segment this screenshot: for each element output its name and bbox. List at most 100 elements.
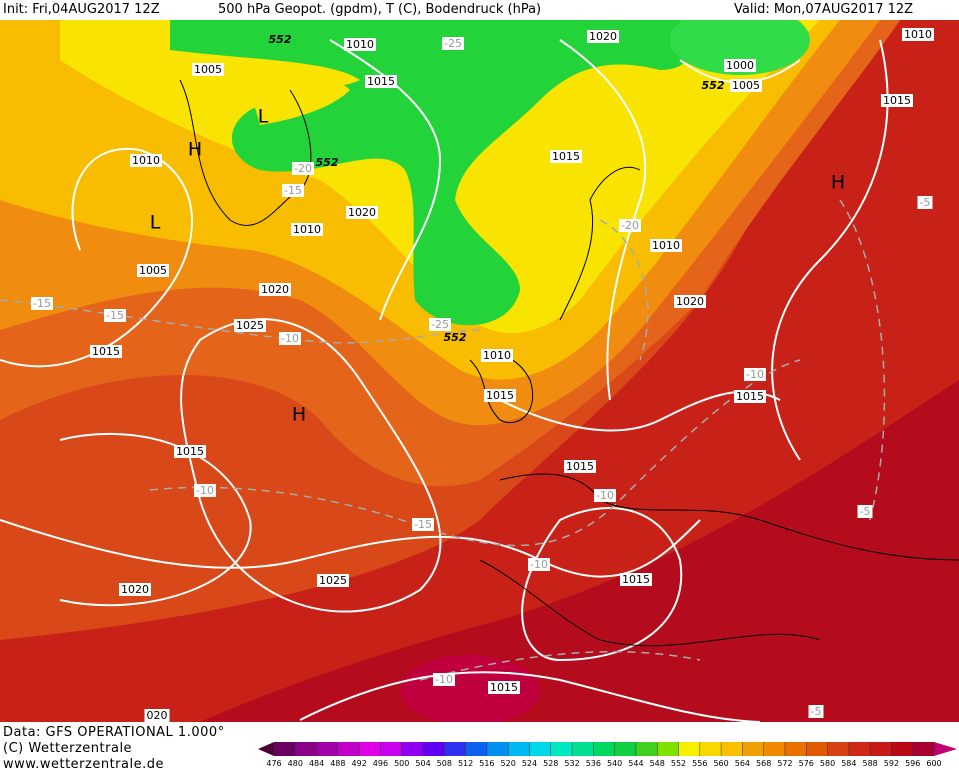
scale-label: 548: [650, 759, 665, 768]
scale-label: 592: [884, 759, 899, 768]
isobar-label: 1010: [652, 239, 680, 252]
temperature-label-box: [857, 505, 873, 518]
isobar-label: 1025: [236, 319, 264, 332]
isobar-label: 1015: [552, 150, 580, 163]
isobar-label: 1010: [346, 38, 374, 51]
scale-box: [678, 742, 701, 756]
isobar-label: 1015: [490, 681, 518, 694]
scale-label: 572: [777, 759, 792, 768]
scale-label: 492: [352, 759, 367, 768]
temperature-label-box: [282, 184, 304, 197]
isobar-label: 1020: [121, 583, 149, 596]
scale-end-low: [258, 742, 274, 756]
scale-box: [401, 742, 424, 756]
scale-label: 596: [905, 759, 920, 768]
temperature-label: -15: [284, 184, 302, 197]
isobar-label-box: [119, 583, 151, 596]
scale-end-high: [934, 742, 957, 756]
isobar-label-box: [234, 319, 266, 332]
scale-label: 564: [735, 759, 750, 768]
scale-box: [593, 742, 616, 756]
scale-label: 576: [799, 759, 814, 768]
isobar-label: 1010: [132, 154, 160, 167]
isobar-label: 1015: [176, 445, 204, 458]
isobar-label-box: [344, 38, 376, 51]
temperature-label-box: [808, 705, 824, 718]
temperature-label: -25: [444, 37, 462, 50]
scale-box: [891, 742, 914, 756]
scale-box: [912, 742, 935, 756]
temperature-label-box: [292, 162, 314, 175]
scale-label: 508: [437, 759, 452, 768]
scale-label: 600: [926, 759, 941, 768]
scale-box: [635, 742, 658, 756]
scale-label: 552: [671, 759, 686, 768]
isobar-label-box: [365, 75, 397, 88]
scale-box: [359, 742, 381, 756]
isobar-label-box: [259, 283, 291, 296]
temperature-label-box: [442, 37, 464, 50]
temperature-label: -10: [596, 489, 614, 502]
scale-label: 544: [628, 759, 643, 768]
pressure-center: H: [188, 139, 202, 161]
isobar-label: 1015: [883, 94, 911, 107]
copyright: (C) Wetterzentrale: [3, 741, 132, 756]
scale-label: 524: [522, 759, 537, 768]
temperature-label-box: [917, 196, 933, 209]
valid-time: Valid: Mon,07AUG2017 12Z: [734, 2, 913, 17]
temperature-label-box: [594, 489, 616, 502]
scale-box: [316, 742, 339, 756]
scale-box: [827, 742, 850, 756]
pressure-center: H: [292, 404, 306, 426]
scale-box: [274, 742, 296, 756]
isobar-label-box: [564, 460, 596, 473]
temperature-label-box: [279, 332, 301, 345]
scale-label: 488: [330, 759, 345, 768]
temperature-label: -5: [920, 196, 931, 209]
temperature-label-box: [433, 673, 455, 686]
scale-box: [721, 742, 743, 756]
scale-label: 580: [820, 759, 835, 768]
temperature-label: -10: [281, 332, 299, 345]
isobar-label: 1025: [319, 574, 347, 587]
scale-label: 536: [586, 759, 601, 768]
scale-box: [742, 742, 765, 756]
pressure-center: L: [258, 106, 269, 128]
scale-label: 520: [501, 759, 516, 768]
scale-box: [337, 742, 360, 756]
contour-552-label: 552: [444, 331, 467, 344]
scale-box: [614, 742, 637, 756]
scale-label: 528: [543, 759, 558, 768]
scale-box: [848, 742, 871, 756]
isobar-label-box: [674, 295, 706, 308]
scale-box: [806, 742, 829, 756]
isobar-label: 1015: [622, 573, 650, 586]
temperature-label: -10: [435, 673, 453, 686]
isobar-label: 1010: [904, 28, 932, 41]
isobar-label-box: [734, 390, 766, 403]
temperature-label: -10: [196, 484, 214, 497]
scale-box: [295, 742, 318, 756]
temperature-label-box: [194, 484, 216, 497]
map-area: [0, 20, 959, 722]
field-darkred: [200, 380, 959, 722]
isobar-label-box: [724, 59, 756, 72]
isobar-label-box: [730, 79, 762, 92]
isobar-label-box: [650, 239, 682, 252]
scale-box: [657, 742, 680, 756]
scale-label: 588: [862, 759, 877, 768]
scale-box: [699, 742, 722, 756]
temperature-label: -25: [431, 318, 449, 331]
isobar-label-box: [144, 709, 170, 722]
scale-label: 560: [713, 759, 728, 768]
isobar-label-box: [484, 389, 516, 402]
isobar-label-box: [317, 574, 349, 587]
temperature-label-box: [619, 219, 641, 232]
scale-label: 484: [309, 759, 324, 768]
isobar-label: 1020: [348, 206, 376, 219]
isobar-label: 1010: [483, 349, 511, 362]
scale-box: [465, 742, 488, 756]
scale-box: [870, 742, 892, 756]
scale-label: 500: [394, 759, 409, 768]
